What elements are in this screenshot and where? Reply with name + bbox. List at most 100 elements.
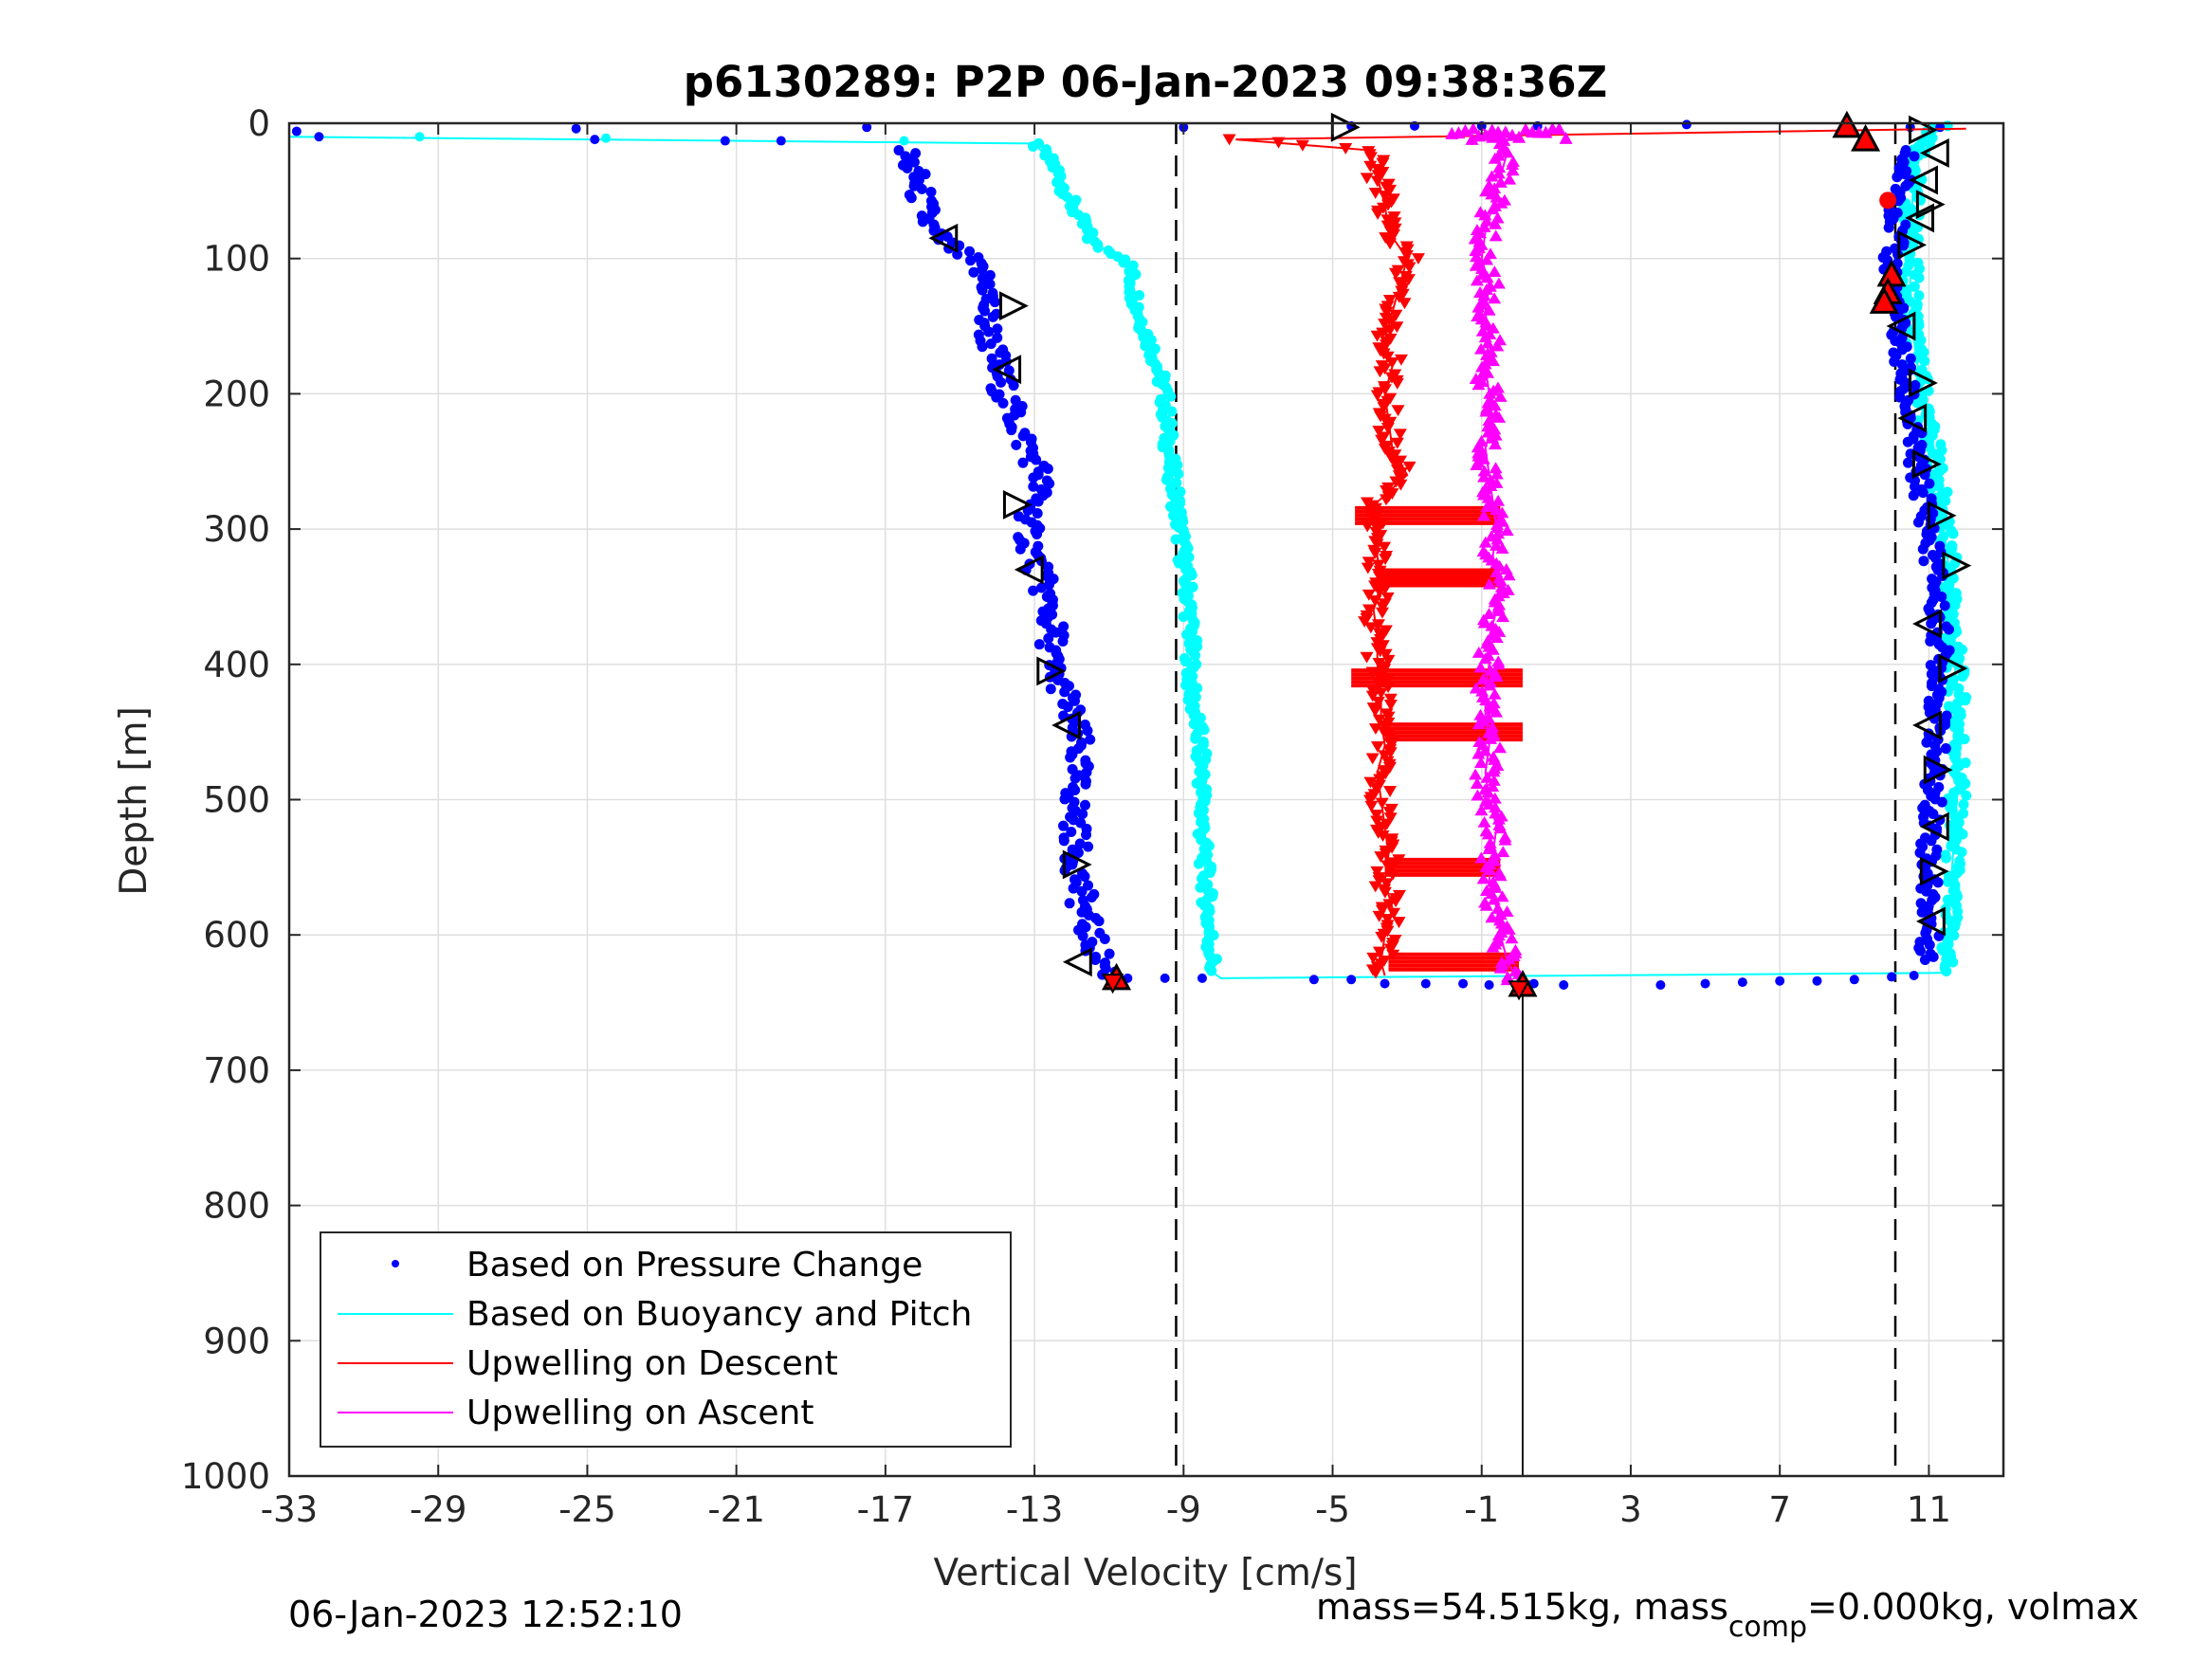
ascent-upwelling-marker — [1477, 509, 1491, 521]
descent-upwelling-marker — [1271, 137, 1286, 149]
descent-upwelling-marker — [1369, 810, 1383, 822]
descent-upwelling-marker — [1374, 687, 1388, 700]
descent-upwelling-marker — [1378, 384, 1392, 396]
pressure-point — [1914, 847, 1926, 858]
pressure-point — [1011, 439, 1022, 450]
open-right-triangle-marker — [1911, 449, 1942, 480]
pressure-point — [977, 264, 988, 275]
pressure-point — [291, 126, 302, 137]
open-left-triangle-marker — [1897, 403, 1928, 433]
pressure-point — [590, 135, 600, 145]
ascent-upwelling-marker — [1473, 342, 1488, 355]
ascent-upwelling-marker — [1490, 533, 1505, 545]
ascent-upwelling-marker — [1486, 203, 1500, 215]
descent-upwelling-marker — [1389, 896, 1403, 908]
open-left-triangle-marker — [1886, 311, 1916, 341]
pressure-point — [1032, 508, 1043, 520]
descent-upwelling-marker — [1360, 173, 1374, 185]
ascent-upwelling-marker — [1481, 491, 1495, 503]
pressure-point — [1892, 172, 1903, 183]
pressure-point — [979, 305, 991, 317]
y-tick-label: 900 — [203, 1321, 270, 1361]
descent-upwelling-marker — [1380, 306, 1394, 319]
ascent-upwelling-marker — [1496, 611, 1510, 623]
descent-upwelling-marker — [1295, 139, 1309, 152]
x-axis-label: Vertical Velocity [cm/s] — [933, 1552, 1357, 1595]
ascent-upwelling-marker — [1477, 470, 1491, 483]
ascent-upwelling-marker — [1480, 771, 1494, 783]
ascent-upwelling-marker — [1495, 890, 1509, 902]
descent-upwelling-marker — [1372, 559, 1386, 572]
descent-upwelling-marker — [1398, 298, 1412, 310]
pressure-point — [1912, 517, 1924, 528]
descent-upwelling-marker — [1382, 761, 1397, 774]
descent-upwelling-marker — [1393, 428, 1407, 441]
buoyancy-point — [1166, 406, 1178, 417]
descent-upwelling-marker — [1375, 797, 1389, 810]
pressure-point — [1065, 752, 1076, 763]
pressure-point — [1028, 481, 1039, 492]
descent-upwelling-marker — [1362, 604, 1377, 616]
pressure-point — [1921, 737, 1932, 748]
pressure-point — [1914, 945, 1926, 957]
pressure-point — [925, 186, 937, 197]
buoyancy-point — [1953, 816, 1965, 828]
pressure-point — [986, 353, 997, 364]
open-right-triangle-marker — [1938, 653, 1968, 684]
pressure-point — [1069, 695, 1080, 706]
pressure-point — [1905, 353, 1916, 364]
pressure-point — [1032, 529, 1043, 540]
descent-upwelling-marker — [1380, 214, 1395, 227]
pressure-point — [1889, 356, 1900, 367]
open-left-triangle-marker — [1062, 947, 1092, 977]
ascent-upwelling-marker — [1472, 378, 1486, 391]
ascent-upwelling-marker — [1465, 132, 1479, 145]
descent-upwelling-marker — [1383, 184, 1398, 196]
descent-upwelling-marker — [1372, 714, 1386, 726]
ascent-upwelling-marker — [1478, 209, 1492, 221]
x-tick-label: 7 — [1768, 1489, 1791, 1530]
ascent-upwelling-marker — [1552, 122, 1566, 136]
pressure-point — [1067, 764, 1078, 775]
descent-upwelling-marker — [1387, 211, 1401, 224]
pressure-point — [1042, 463, 1053, 474]
pressure-point — [1058, 835, 1069, 847]
descent-upwelling-marker — [1402, 262, 1417, 274]
buoyancy-point — [1913, 319, 1925, 331]
ascent-upwelling-marker — [1482, 608, 1496, 620]
ascent-upwelling-marker — [1472, 646, 1486, 658]
x-tick-label: -5 — [1315, 1489, 1350, 1530]
ascent-upwelling-marker — [1477, 289, 1491, 301]
descent-upwelling-marker — [1381, 711, 1396, 723]
ascent-upwelling-marker — [1488, 152, 1502, 164]
ascent-upwelling-marker — [1487, 893, 1501, 905]
descent-upwelling-marker — [1366, 952, 1380, 964]
ascent-upwelling-marker — [1481, 828, 1495, 840]
descent-upwelling-marker — [1370, 815, 1384, 828]
pressure-point — [1006, 425, 1017, 436]
footer-mass-a: mass=54.515kg, mass — [1316, 1586, 1728, 1628]
pressure-point — [1066, 826, 1077, 837]
pressure-point — [1080, 778, 1091, 790]
red-down-triangle-marker — [1101, 974, 1124, 994]
pressure-point — [1079, 871, 1090, 883]
descent-upwelling-marker — [1372, 946, 1386, 958]
open-right-triangle-marker — [1036, 656, 1067, 686]
descent-upwelling-marker — [1380, 878, 1394, 890]
ascent-upwelling-marker — [1491, 167, 1506, 179]
ascent-upwelling-marker — [1469, 768, 1483, 780]
buoyancy-point — [1183, 552, 1195, 563]
pressure-point — [1883, 222, 1894, 233]
descent-upwelling-marker — [1365, 753, 1380, 765]
descent-upwelling-marker — [1379, 848, 1393, 860]
pressure-point — [1015, 543, 1026, 555]
descent-upwelling-marker — [1361, 562, 1375, 574]
buoyancy-point — [1081, 233, 1092, 245]
pressure-point — [1940, 743, 1951, 755]
descent-upwelling-marker — [1378, 541, 1392, 554]
buoyancy-point — [1941, 852, 1952, 864]
x-tick-label: -33 — [261, 1489, 318, 1530]
pressure-point — [1089, 954, 1101, 965]
descent-upwelling-marker — [1372, 910, 1386, 922]
